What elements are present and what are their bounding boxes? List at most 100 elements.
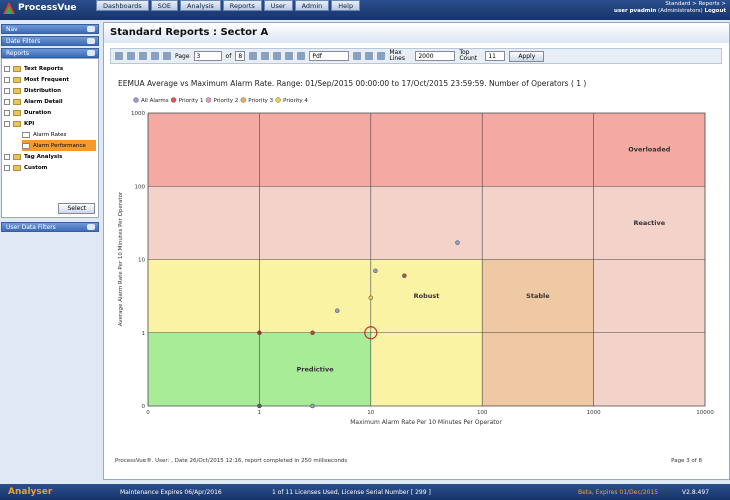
panel-header[interactable]: Nav — [1, 24, 99, 34]
tree-label: Most Frequent — [24, 76, 70, 83]
tree-item[interactable]: Custom — [4, 162, 96, 173]
tree-label: Custom — [24, 164, 48, 171]
product: Analyser — [8, 487, 53, 497]
icon[interactable] — [273, 52, 282, 60]
expander[interactable] — [4, 164, 10, 171]
panel-header[interactable]: Date Filters — [1, 36, 99, 46]
legend-label: All Alarms — [141, 98, 169, 104]
folder-icon — [13, 76, 21, 83]
icon[interactable] — [261, 52, 270, 60]
expander[interactable] — [4, 87, 10, 94]
region-label: Stable — [526, 292, 550, 300]
logout[interactable]: Logout — [704, 8, 726, 14]
icon[interactable] — [377, 52, 386, 60]
doc-icon — [22, 131, 30, 138]
tree-item[interactable]: KPI — [4, 118, 96, 129]
tree-label: KPI — [24, 120, 35, 127]
expander[interactable] — [4, 98, 10, 105]
point — [335, 308, 340, 313]
breadcrumb[interactable]: Standard > Reports > — [665, 1, 726, 7]
legend-swatch — [240, 97, 246, 103]
page-title: Standard Reports : Sector A — [104, 23, 729, 43]
tree-label: Text Reports — [24, 65, 64, 72]
user: user pvadmin — [614, 8, 657, 14]
icon[interactable] — [163, 52, 171, 60]
menu-item[interactable]: User — [263, 0, 293, 11]
icon[interactable] — [115, 52, 123, 60]
page-label: Page — [175, 52, 190, 60]
point — [455, 240, 460, 245]
menu-item[interactable]: SOE — [150, 0, 179, 11]
region-label: Reactive — [633, 219, 665, 227]
icon[interactable] — [353, 52, 362, 60]
y-tick-label: 1 — [142, 331, 146, 337]
x-tick-label: 1 — [258, 410, 262, 416]
expander[interactable] — [4, 153, 10, 160]
legend-swatch — [170, 97, 177, 103]
tree-label: Tag Analysis — [24, 153, 63, 160]
legend-label: Priority 4 — [283, 98, 308, 104]
menu-item[interactable]: Reports — [222, 0, 262, 11]
icon[interactable] — [249, 52, 258, 60]
max-lines-label: Max Lines — [389, 49, 405, 62]
folder-icon — [13, 120, 21, 127]
y-tick-label: 1000 — [131, 111, 145, 117]
top-bar: ProcessVue Dashboards SOE Analysis Reports U… — [0, 0, 730, 20]
x-tick-label: 100 — [477, 410, 488, 416]
tree-child[interactable]: Alarm Rates — [22, 129, 96, 140]
point — [310, 403, 315, 409]
menu-item[interactable]: Dashboards — [96, 0, 149, 11]
icon[interactable] — [151, 52, 159, 60]
version: V2.8.497 — [682, 489, 710, 496]
icon[interactable] — [139, 52, 147, 60]
x-tick-label: 0 — [146, 410, 150, 416]
apply-button[interactable]: Apply — [509, 50, 545, 62]
tree-item[interactable]: Tag Analysis — [4, 151, 96, 162]
format-select[interactable]: Pdf — [309, 51, 350, 61]
panel-header[interactable]: User Data Filters — [1, 222, 99, 232]
menu-item[interactable]: Analysis — [180, 0, 221, 11]
menu-item[interactable]: Admin — [294, 0, 330, 11]
expander[interactable] — [4, 120, 10, 127]
tree-item[interactable]: Most Frequent — [4, 74, 96, 85]
x-tick-label: 10000 — [696, 410, 714, 416]
legend-label: Priority 1 — [179, 98, 204, 104]
top-count-label: Top Count — [459, 49, 478, 62]
icon[interactable] — [365, 52, 374, 60]
page-input[interactable]: 3 — [193, 51, 222, 61]
icon[interactable] — [127, 52, 135, 60]
chart: EEMUA Average vs Maximum Alarm Rate. Ran… — [115, 79, 714, 464]
expander[interactable] — [4, 109, 10, 116]
folder-icon — [13, 87, 21, 94]
icon[interactable] — [285, 52, 294, 60]
region — [593, 113, 705, 187]
folder-icon — [13, 98, 21, 105]
icon[interactable] — [297, 52, 306, 60]
tree-item[interactable]: Text Reports — [4, 63, 96, 74]
target-marker — [364, 326, 378, 340]
tree-item[interactable]: Alarm Detail — [4, 96, 96, 107]
legend-label: Priority 2 — [213, 98, 238, 104]
maintenance: Maintenance Expires 06/Apr/2016 — [120, 489, 222, 496]
tree-child[interactable]: Alarm Performance — [22, 140, 96, 151]
point — [373, 268, 378, 274]
select-button[interactable]: Select — [58, 203, 95, 214]
y-axis-label: Average Alarm Rate Per 10 Minutes Per Op… — [118, 191, 124, 326]
tree-item[interactable]: Duration — [4, 107, 96, 118]
y-tick-label: 100 — [135, 184, 146, 190]
point — [310, 330, 315, 335]
region — [593, 186, 705, 260]
region-label: Predictive — [297, 365, 335, 373]
tree-item[interactable]: Distribution — [4, 85, 96, 96]
logo-icon — [3, 2, 15, 14]
page-number: Page 3 of 8 — [671, 458, 702, 464]
of-label: of — [225, 52, 232, 60]
panel-header[interactable]: Reports — [1, 48, 99, 58]
expander[interactable] — [4, 65, 10, 72]
top-count-input[interactable]: 11 — [485, 51, 506, 61]
max-lines-input[interactable]: 2000 — [415, 51, 456, 61]
role: (Administrators) — [658, 8, 703, 14]
legend-swatch — [275, 97, 281, 103]
expander[interactable] — [4, 76, 10, 83]
menu-item[interactable]: Help — [331, 0, 361, 11]
